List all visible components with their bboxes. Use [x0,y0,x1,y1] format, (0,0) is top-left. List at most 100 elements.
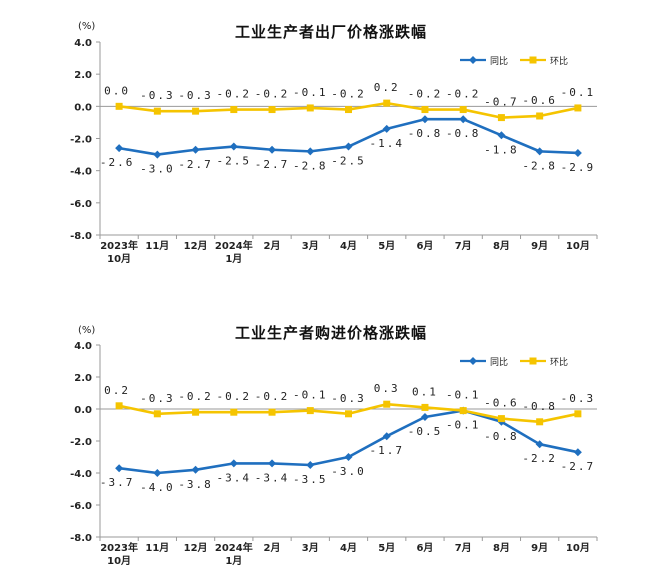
data-label-yoy: -2.9 [561,161,596,174]
x-tick-label: 2023年 10月 [100,541,138,567]
y-tick-label: 0.0 [74,405,92,416]
data-label-yoy: -2.2 [522,452,557,465]
data-point-mom [306,407,314,415]
legend-marker [529,357,537,365]
data-point-mom [230,408,238,416]
export-price-chart: 工业生产者出厂价格涨跌幅 (%) 4.0 2.0 0.0 -2.0 -4.0 -6.0 -8… [0,0,662,275]
data-label-mom: -0.1 [293,389,328,402]
data-point-mom [421,106,429,114]
data-point-mom [421,403,429,411]
y-tick-label: -4.0 [70,167,92,178]
x-tick-label: 8月 [493,240,510,252]
data-label-yoy: -4.0 [140,481,175,494]
data-label-mom: -0.8 [522,400,557,413]
chart-title: 工业生产者出厂价格涨跌幅 [234,23,427,41]
data-point-yoy [306,461,315,469]
data-point-yoy [115,144,124,153]
x-tick-label: 12月 [184,542,208,554]
data-point-mom [268,106,276,114]
x-tick-label: 8月 [493,542,510,554]
data-label-mom: -0.1 [293,86,328,99]
data-point-yoy [420,413,429,421]
data-point-yoy [191,465,200,474]
data-point-yoy [573,448,582,457]
data-label-yoy: -0.5 [408,425,443,438]
data-label-yoy: -3.7 [100,476,135,489]
y-unit-label: (%) [78,325,96,336]
x-tick-label: 6月 [416,542,433,554]
data-point-mom [497,114,505,122]
data-label-mom: -0.7 [484,96,519,109]
data-label-yoy: -3.0 [140,163,175,176]
data-label-mom: -0.2 [255,390,290,403]
data-point-mom [383,99,391,107]
data-point-yoy [382,124,391,133]
data-point-yoy [153,469,162,477]
x-tick-label: 2023年 10月 [100,239,138,265]
data-point-mom [192,107,200,115]
data-point-yoy [191,145,200,154]
data-point-mom [536,418,544,426]
data-label-mom: -0.1 [561,86,596,99]
data-label-yoy: -1.4 [369,137,404,150]
legend-label: 同比 [490,55,508,67]
legend-label: 同比 [490,356,508,368]
data-point-mom [268,408,276,416]
data-label-mom: -0.3 [331,392,366,405]
legend-marker [529,56,537,64]
data-label-mom: 0.1 [412,385,438,398]
legend-label: 环比 [550,356,568,368]
x-tick-label: 5月 [378,240,395,252]
data-label-mom: 0.0 [104,84,130,97]
data-point-yoy [497,131,506,140]
data-label-yoy: -0.8 [484,430,519,443]
data-point-yoy [344,142,353,151]
data-label-mom: 0.2 [104,384,130,397]
data-label-mom: -0.6 [484,397,519,410]
x-tick-label: 12月 [184,240,208,252]
data-point-yoy [229,459,238,468]
x-tick-label: 10月 [566,542,590,554]
chart-title: 工业生产者购进价格涨跌幅 [234,324,427,342]
data-label-yoy: -2.8 [293,159,328,172]
data-label-mom: -0.1 [446,389,481,402]
data-point-yoy [229,142,238,151]
x-tick-label: 11月 [145,240,169,252]
data-point-mom [497,415,505,423]
x-tick-label: 2月 [264,240,281,252]
y-tick-label: 2.0 [74,373,92,384]
y-unit-label: (%) [78,21,96,32]
data-label-yoy: -2.5 [331,155,366,168]
data-label-yoy: -1.8 [484,143,519,156]
data-label-mom: -0.3 [140,89,175,102]
x-tick-label: 2024年 1月 [215,239,253,265]
data-point-mom [306,104,314,112]
data-point-mom [345,410,352,418]
data-point-mom [574,104,582,112]
data-point-mom [230,106,238,114]
data-label-yoy: -3.4 [255,471,290,484]
data-label-yoy: -3.4 [217,471,252,484]
data-label-mom: -0.3 [178,89,213,102]
data-point-yoy [344,453,353,461]
x-tick-label: 9月 [531,240,548,252]
y-tick-label: 2.0 [74,70,92,81]
data-point-yoy [115,464,124,473]
data-label-yoy: -1.7 [369,444,404,457]
data-label-mom: -0.2 [217,390,252,403]
y-tick-label: -8.0 [70,231,92,242]
purchase-price-chart: 工业生产者购进价格涨跌幅 (%) 4.0 2.0 0.0 -2.0 -4.0 -6.0 -8… [0,300,662,577]
legend-marker [469,357,477,365]
data-label-yoy: -3.0 [331,465,366,478]
y-tick-label: -2.0 [70,135,92,146]
y-tick-label: -8.0 [70,533,92,544]
x-tick-label: 9月 [531,542,548,554]
data-point-yoy [535,147,544,156]
x-tick-label: 4月 [340,542,357,554]
data-point-mom [345,106,352,114]
y-tick-label: -6.0 [70,199,92,210]
data-label-mom: -0.3 [561,392,596,405]
data-label-yoy: -0.1 [446,419,481,432]
data-label-mom: 0.3 [374,382,400,395]
data-label-mom: -0.2 [255,88,290,101]
